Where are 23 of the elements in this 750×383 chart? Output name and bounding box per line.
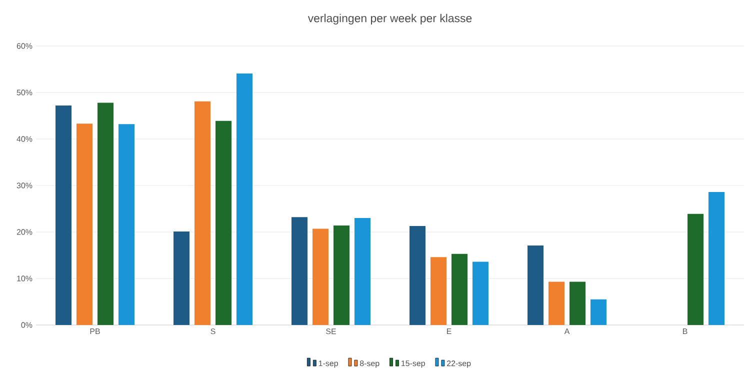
bar — [354, 218, 371, 325]
bar — [452, 254, 468, 325]
bar — [216, 120, 232, 325]
bar — [570, 282, 586, 325]
bar — [174, 232, 190, 325]
bar — [548, 282, 565, 325]
bar — [118, 124, 134, 325]
bar — [76, 124, 92, 325]
bar — [528, 245, 544, 325]
bar — [292, 217, 308, 325]
bar — [98, 102, 114, 325]
bar — [236, 73, 252, 325]
bar — [334, 225, 350, 325]
bar — [194, 101, 210, 325]
bar — [410, 226, 426, 325]
bar — [590, 299, 607, 325]
chart-title: verlagingen per week per klasse — [308, 14, 472, 24]
bar — [472, 262, 489, 325]
bar — [708, 192, 725, 325]
bar — [688, 214, 704, 325]
bar — [312, 228, 328, 325]
bar — [430, 257, 447, 325]
bar — [56, 106, 72, 325]
